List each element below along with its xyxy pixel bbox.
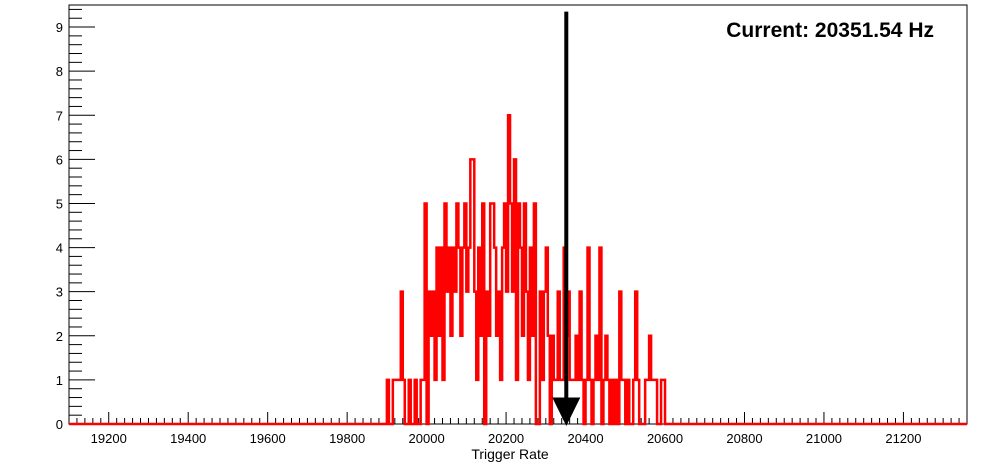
x-axis-tick-labels: 19200 19400 19600 19800 20000 20200 20400 20600… — [91, 431, 922, 446]
x-tick-label: 20800 — [726, 431, 762, 446]
current-rate-arrow-head — [552, 397, 581, 426]
current-rate-annotation: Current: 20351.54 Hz — [726, 19, 934, 42]
x-tick-label: 19600 — [250, 431, 286, 446]
x-tick-label: 20200 — [488, 431, 524, 446]
x-tick-label: 19200 — [91, 431, 127, 446]
plot-frame — [68, 4, 968, 425]
x-axis-ticks — [68, 412, 968, 424]
y-tick-label: 2 — [56, 329, 63, 344]
x-tick-label: 21000 — [806, 431, 842, 446]
x-tick-label: 20000 — [409, 431, 445, 446]
y-tick-label: 6 — [56, 152, 63, 167]
y-tick-label: 9 — [56, 20, 63, 35]
y-axis-ticks — [69, 8, 95, 425]
y-tick-label: 0 — [56, 417, 63, 432]
x-tick-label: 20400 — [567, 431, 603, 446]
x-tick-label: 21200 — [885, 431, 921, 446]
y-tick-label: 4 — [56, 241, 63, 256]
x-tick-label: 19400 — [170, 431, 206, 446]
y-tick-label: 7 — [56, 108, 63, 123]
x-tick-label: 19800 — [329, 431, 365, 446]
y-tick-label: 1 — [56, 373, 63, 388]
x-tick-label: 20600 — [647, 431, 683, 446]
y-tick-label: 3 — [56, 285, 63, 300]
histogram-series-line — [69, 114, 967, 426]
y-tick-label: 8 — [56, 64, 63, 79]
y-axis-tick-labels: 0 1 2 3 4 5 6 7 8 9 — [56, 20, 63, 432]
y-tick-label: 5 — [56, 196, 63, 211]
x-axis-title: Trigger Rate — [471, 446, 549, 462]
